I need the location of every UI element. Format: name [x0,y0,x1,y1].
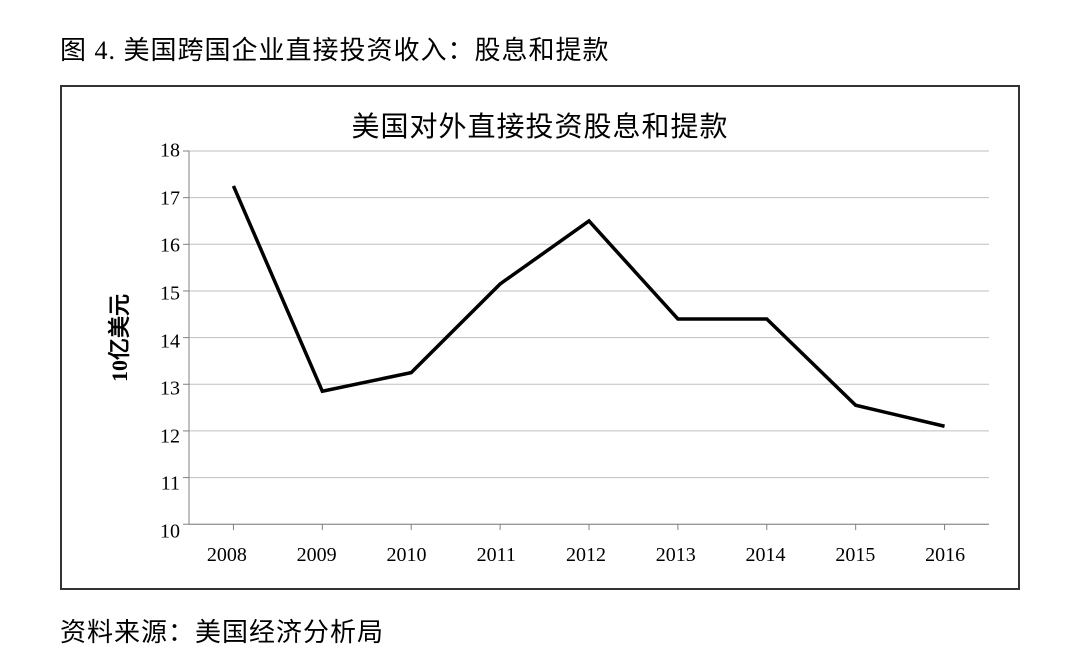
x-tick-label: 2016 [925,544,965,567]
y-tick-label: 14 [160,330,180,353]
x-tick-label: 2013 [656,544,696,567]
y-tick-label: 16 [160,235,180,258]
figure-caption: 图 4. 美国跨国企业直接投资收入：股息和提款 [60,30,1020,67]
plot-svg [182,151,990,532]
x-tick-label: 2015 [835,544,875,567]
y-tick-label: 10 [160,521,180,544]
x-tick-label: 2014 [746,544,786,567]
y-tick-label: 13 [160,378,180,401]
y-tick-labels: 101112131415161718 [144,151,180,532]
x-tick-labels: 2008 2009 2010 2011 2012 2013 2014 2015 2016 [182,544,990,572]
y-tick-label: 17 [160,187,180,210]
x-tick-label: 2010 [386,544,426,567]
plot-area [182,151,990,532]
x-tick-label: 2009 [297,544,337,567]
source-note: 资料来源：美国经济分析局 [60,612,1020,649]
y-axis-label: 10亿美元 [102,293,134,381]
y-tick-label: 15 [160,282,180,305]
y-tick-label: 18 [160,140,180,163]
x-tick-label: 2011 [477,544,516,567]
chart-title: 美国对外直接投资股息和提款 [62,105,1018,145]
x-tick-label: 2008 [207,544,247,567]
chart-frame: 美国对外直接投资股息和提款 10亿美元 10 11 12 13 14 15 16 17 18 2… [60,85,1020,590]
y-tick-label: 12 [160,425,180,448]
x-tick-label: 2012 [566,544,606,567]
y-tick-label: 11 [161,473,180,496]
